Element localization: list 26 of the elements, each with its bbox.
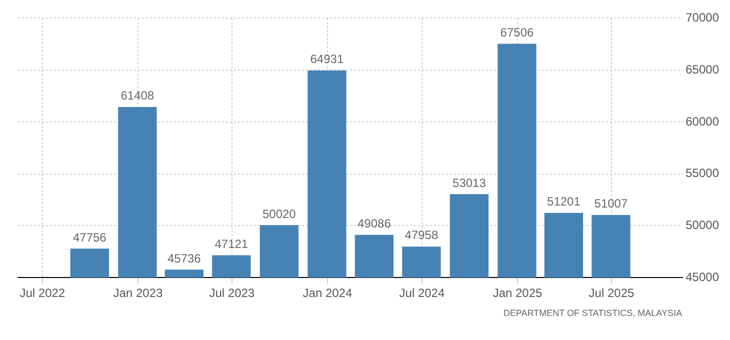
data-label: 47756 — [72, 230, 107, 244]
y-tick-label: 45000 — [686, 270, 720, 284]
y-tick-label: 65000 — [686, 62, 720, 76]
y-tick-label: 70000 — [686, 10, 720, 25]
x-tick-label: Jul 2024 — [399, 286, 445, 300]
data-label: 45736 — [167, 251, 202, 266]
y-tick-label: 50000 — [686, 218, 720, 232]
x-tick-label: Jul 2022 — [20, 286, 66, 300]
data-label: 50020 — [262, 206, 296, 221]
data-label: 51201 — [547, 194, 581, 209]
y-tick-label: 60000 — [686, 114, 720, 128]
data-label: 47121 — [214, 236, 248, 251]
y-tick-label: 55000 — [686, 166, 720, 180]
x-tick-label: Jan 2024 — [302, 286, 352, 300]
text: DEPARTMENT OF STATISTICS, MALAYSIA — [502, 308, 683, 318]
x-tick-label: Jul 2025 — [588, 286, 634, 300]
x-tick-label: Jan 2025 — [492, 286, 543, 300]
data-label: 51007 — [594, 196, 628, 211]
x-tick-label: Jul 2023 — [209, 286, 255, 300]
x-tick-label: Jan 2023 — [113, 286, 163, 300]
data-label: 49086 — [358, 216, 392, 231]
data-label: 61408 — [120, 88, 154, 103]
data-label: 47958 — [404, 228, 438, 242]
data-label: 67506 — [500, 25, 534, 40]
data-label: 64931 — [310, 52, 344, 66]
data-label: 53013 — [452, 176, 486, 190]
